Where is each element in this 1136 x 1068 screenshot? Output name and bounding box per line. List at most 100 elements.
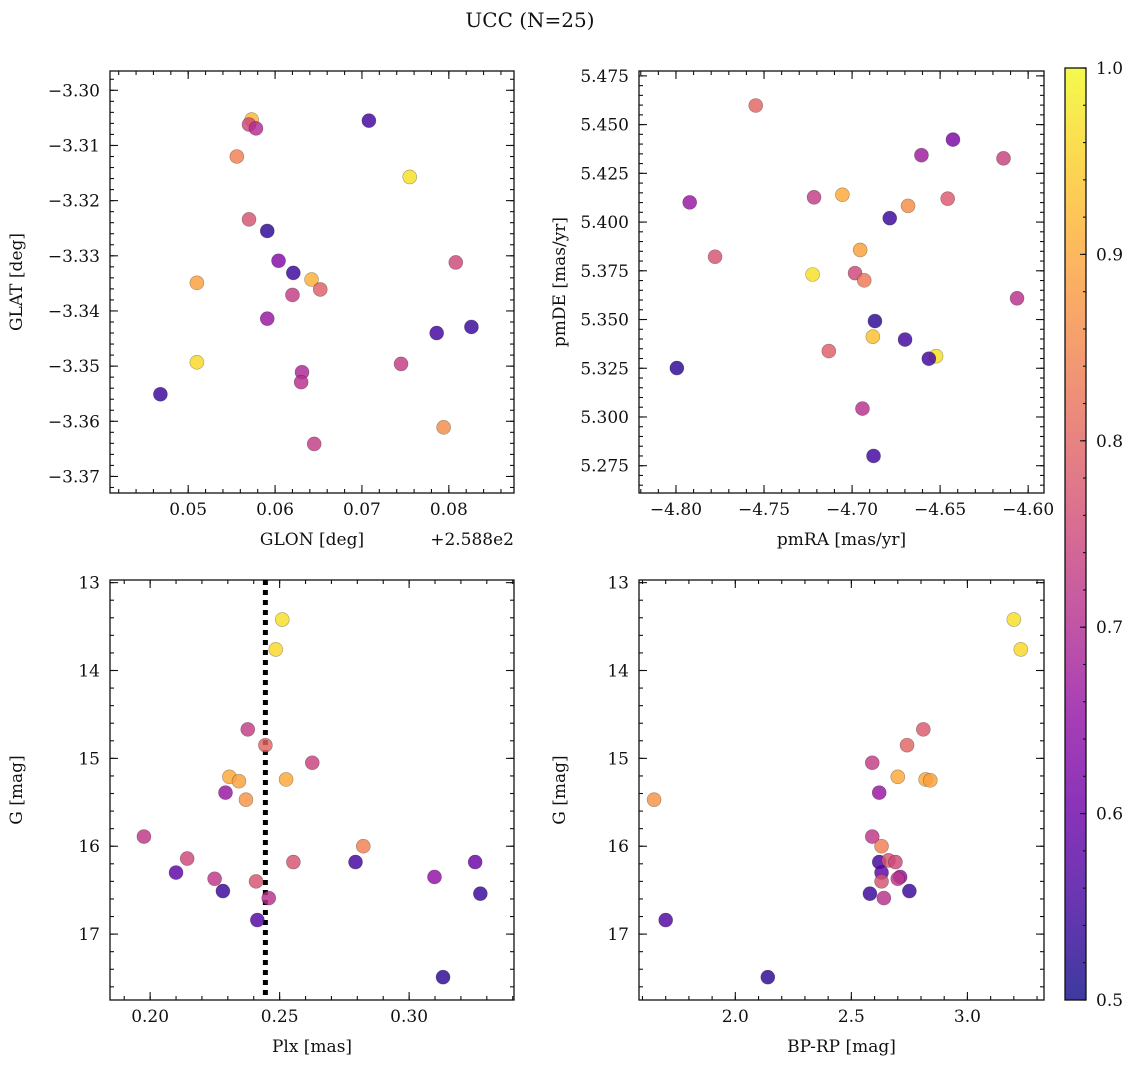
data-point xyxy=(945,132,961,147)
data-point xyxy=(240,722,256,737)
x-tick-label: 3.0 xyxy=(954,1007,981,1027)
data-point xyxy=(136,829,152,844)
data-point xyxy=(876,890,892,906)
data-point xyxy=(271,253,286,269)
data-point xyxy=(238,792,254,807)
y-tick-label: 13 xyxy=(78,574,100,594)
data-point xyxy=(179,851,195,866)
y-tick-label: 16 xyxy=(78,837,100,857)
data-point xyxy=(862,886,878,901)
y-tick-label: 5.375 xyxy=(580,262,629,282)
data-point xyxy=(874,838,889,854)
y-axis-label: G [mag] xyxy=(550,755,570,824)
data-point xyxy=(922,773,938,788)
panel-pmra-pmde: −4.80 −4.75 −4.70 −4.65 −4.60 5.275 5.300 5.325… xyxy=(550,67,1054,550)
data-point xyxy=(864,755,880,771)
y-tick-label: 15 xyxy=(607,749,629,769)
data-point xyxy=(646,792,662,807)
y-tick-label: 5.350 xyxy=(580,311,629,331)
data-point xyxy=(890,769,906,785)
y-tick-label: −3.36 xyxy=(48,412,100,432)
data-point xyxy=(168,865,184,880)
x-tick-label: 2.0 xyxy=(722,1007,749,1027)
y-tick-label: 5.475 xyxy=(580,67,629,87)
data-point xyxy=(259,223,275,239)
y-axis-label: G [mag] xyxy=(7,755,27,824)
data-point xyxy=(241,212,257,227)
y-axis-label: GLAT [deg] xyxy=(7,233,27,331)
data-point xyxy=(153,386,168,402)
data-point xyxy=(285,287,300,303)
y-tick-label: 5.275 xyxy=(580,457,629,477)
data-point xyxy=(293,374,309,390)
y-tick-label: 5.425 xyxy=(580,164,629,184)
colorbar-tick-label: 0.6 xyxy=(1096,805,1123,825)
plot-frame xyxy=(638,579,1045,1001)
data-point xyxy=(855,401,870,416)
colorbar-tick-label: 0.9 xyxy=(1096,245,1123,265)
data-point xyxy=(707,249,723,265)
data-point xyxy=(806,190,822,205)
data-point xyxy=(215,883,231,899)
data-point xyxy=(658,912,673,928)
data-point xyxy=(464,319,479,335)
plot-frame xyxy=(638,70,1045,494)
y-tick-label: 5.450 xyxy=(580,116,629,136)
data-point xyxy=(897,332,913,347)
colorbar-tick-label: 0.7 xyxy=(1096,618,1123,638)
y-tick-label: 13 xyxy=(607,574,629,594)
panel-plx-g: 0.20 0.25 0.30 13 14 15 16 17 Plx [mas] G [mag] xyxy=(7,574,515,1057)
colorbar-frame xyxy=(1064,67,1087,1001)
figure-title: UCC (N=25) xyxy=(465,8,594,32)
data-point xyxy=(874,874,889,889)
data-point xyxy=(361,113,377,128)
scatter-panels: 0.05 0.06 0.07 0.08 −3.30 −3.31 −3.32 −3.33 −3.3… xyxy=(7,67,1054,1057)
data-point xyxy=(748,98,764,113)
y-tick-label: 17 xyxy=(78,925,100,945)
plot-frame xyxy=(109,70,515,494)
data-point xyxy=(882,210,898,226)
data-point xyxy=(921,351,937,367)
data-point xyxy=(890,871,906,887)
data-point xyxy=(914,147,929,163)
points xyxy=(646,612,1029,985)
data-point xyxy=(306,436,322,452)
x-axis-label: GLON [deg] xyxy=(260,530,364,550)
data-point xyxy=(760,969,776,985)
x-tick-label: −4.70 xyxy=(826,500,878,520)
data-point xyxy=(1013,642,1029,657)
y-tick-label: 5.300 xyxy=(580,408,629,428)
data-point xyxy=(429,325,444,341)
data-point xyxy=(682,195,698,210)
y-tick-label: 16 xyxy=(607,837,629,857)
colorbar-gradient xyxy=(1065,68,1086,1000)
data-point xyxy=(278,772,294,787)
data-point xyxy=(189,354,205,370)
y-tick-label: −3.34 xyxy=(48,302,100,322)
data-point xyxy=(355,838,371,854)
data-point xyxy=(435,969,451,985)
y-tick-label: 15 xyxy=(78,749,100,769)
x-offset-text: +2.588e2 xyxy=(430,530,514,550)
data-point xyxy=(231,773,247,789)
x-axis-label: BP-RP [mag] xyxy=(787,1037,896,1057)
y-tick-label: 5.325 xyxy=(580,359,629,379)
data-point xyxy=(865,329,881,344)
data-point xyxy=(1006,612,1022,627)
x-tick-label: −4.60 xyxy=(1002,500,1054,520)
y-tick-label: 17 xyxy=(607,925,629,945)
data-point xyxy=(250,912,265,928)
y-tick-label: −3.32 xyxy=(48,192,100,212)
data-point xyxy=(902,883,917,899)
data-point xyxy=(852,242,868,258)
data-point xyxy=(821,343,837,359)
data-point xyxy=(871,785,887,800)
data-point xyxy=(218,785,233,800)
data-point xyxy=(304,272,319,287)
colorbar: 0.5 0.6 0.7 0.8 0.9 1.0 xyxy=(1064,59,1123,1011)
data-point xyxy=(1009,290,1025,306)
x-tick-label: −4.65 xyxy=(914,500,966,520)
data-point xyxy=(261,890,277,906)
data-point xyxy=(274,612,290,627)
